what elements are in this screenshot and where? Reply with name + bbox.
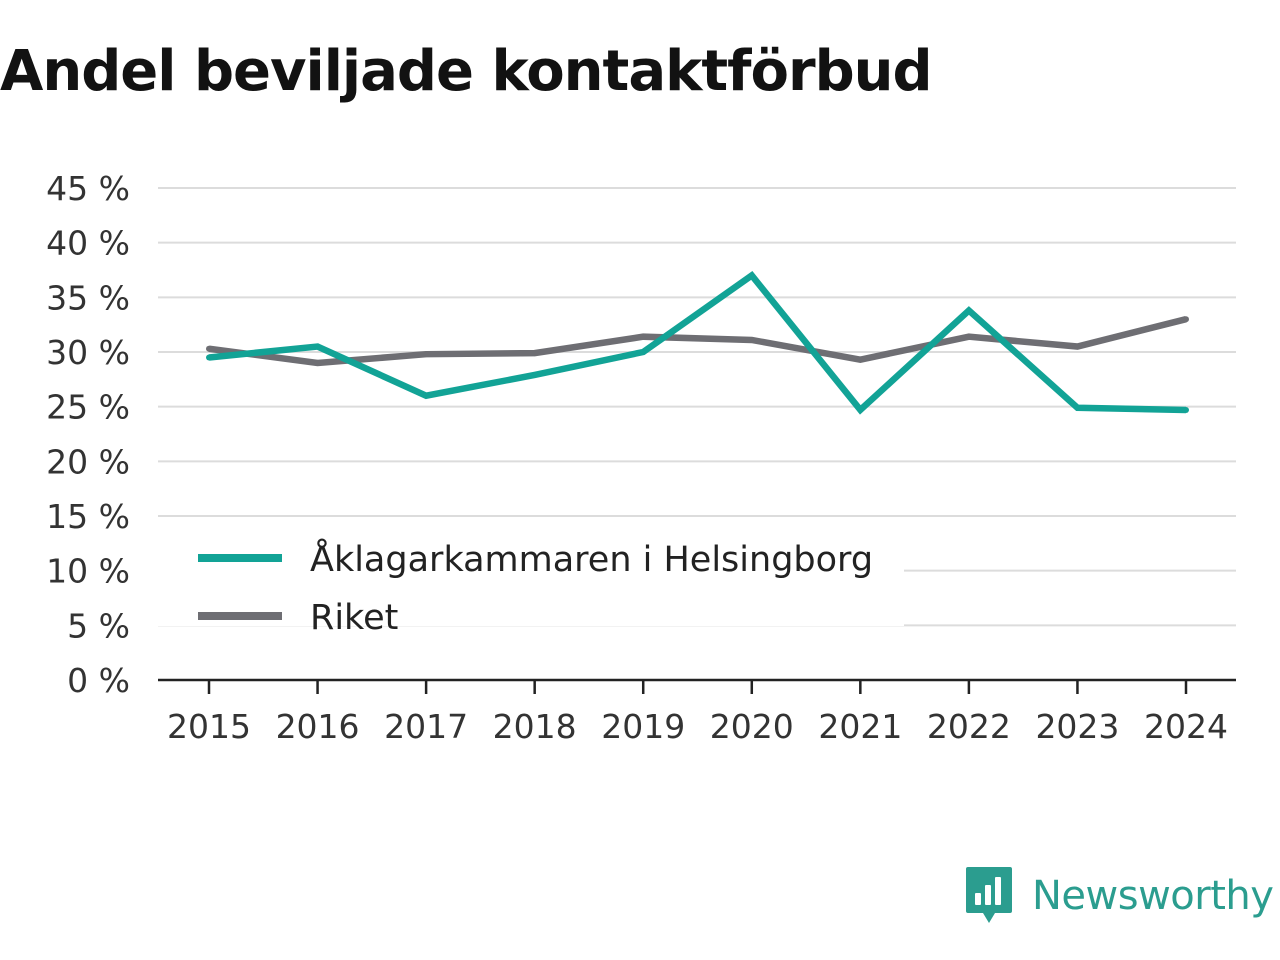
x-tick-label: 2023: [1035, 707, 1119, 746]
data-point-helsingborg: [1074, 404, 1081, 411]
x-tick-label: 2016: [276, 707, 360, 746]
y-tick-label: 40 %: [46, 224, 130, 263]
y-tick-label: 45 %: [46, 169, 130, 208]
x-tick-label: 2019: [601, 707, 685, 746]
data-point-riket: [206, 345, 212, 352]
y-tick-label: 30 %: [46, 333, 130, 372]
x-tick-label: 2021: [818, 707, 902, 746]
data-series: [206, 271, 1189, 415]
data-point-riket: [857, 356, 864, 363]
y-tick-label: 25 %: [46, 388, 130, 427]
data-point-helsingborg: [1183, 406, 1189, 413]
data-point-helsingborg: [640, 349, 647, 355]
y-tick-label: 15 %: [46, 497, 130, 536]
page-title: Andel beviljade kontaktförbud: [0, 39, 933, 104]
y-tick-label: 5 %: [67, 606, 130, 645]
data-point-riket: [748, 336, 755, 343]
newsworthy-logo-icon: [966, 867, 1012, 923]
legend-background: [158, 520, 904, 626]
data-point-riket: [1074, 343, 1081, 350]
x-tick-label: 2015: [167, 707, 251, 746]
data-point-riket: [531, 350, 538, 357]
data-point-riket: [965, 333, 972, 340]
y-axis-tick-labels: 0 % 5 % 10 % 15 % 20 % 25 % 30 % 35 % 40 % 45 %: [46, 169, 130, 700]
x-axis: 2015 2016 2017 2018 2019 2020 2021 2022 2023 2024: [167, 680, 1228, 746]
legend-label-helsingborg: Åklagarkammaren i Helsingborg: [310, 537, 873, 580]
data-point-riket: [640, 333, 647, 340]
series-line-riket: [208, 316, 1187, 367]
legend: Åklagarkammaren i Helsingborg Riket: [158, 520, 904, 638]
x-tick-label: 2018: [493, 707, 577, 746]
newsworthy-brand: Newsworthy: [964, 864, 1274, 928]
x-tick-label: 2017: [384, 707, 468, 746]
y-tick-label: 20 %: [46, 442, 130, 481]
series-line-helsingborg: [208, 271, 1187, 415]
legend-label-riket: Riket: [310, 598, 398, 638]
data-point-helsingborg: [857, 406, 864, 413]
data-point-helsingborg: [423, 392, 430, 399]
data-point-helsingborg: [531, 371, 538, 378]
data-point-helsingborg: [314, 343, 321, 350]
data-point-riket: [423, 351, 430, 358]
y-tick-label: 35 %: [46, 278, 130, 317]
data-point-helsingborg: [206, 354, 212, 361]
data-point-riket: [1183, 316, 1189, 323]
x-tick-label: 2020: [710, 707, 794, 746]
brand-name: Newsworthy: [1032, 873, 1274, 919]
data-point-riket: [314, 359, 321, 366]
y-tick-label: 0 %: [67, 661, 130, 700]
x-tick-label: 2024: [1144, 707, 1228, 746]
data-point-helsingborg: [748, 272, 755, 279]
x-tick-label: 2022: [927, 707, 1011, 746]
data-point-helsingborg: [965, 307, 972, 314]
y-tick-label: 10 %: [46, 552, 130, 591]
